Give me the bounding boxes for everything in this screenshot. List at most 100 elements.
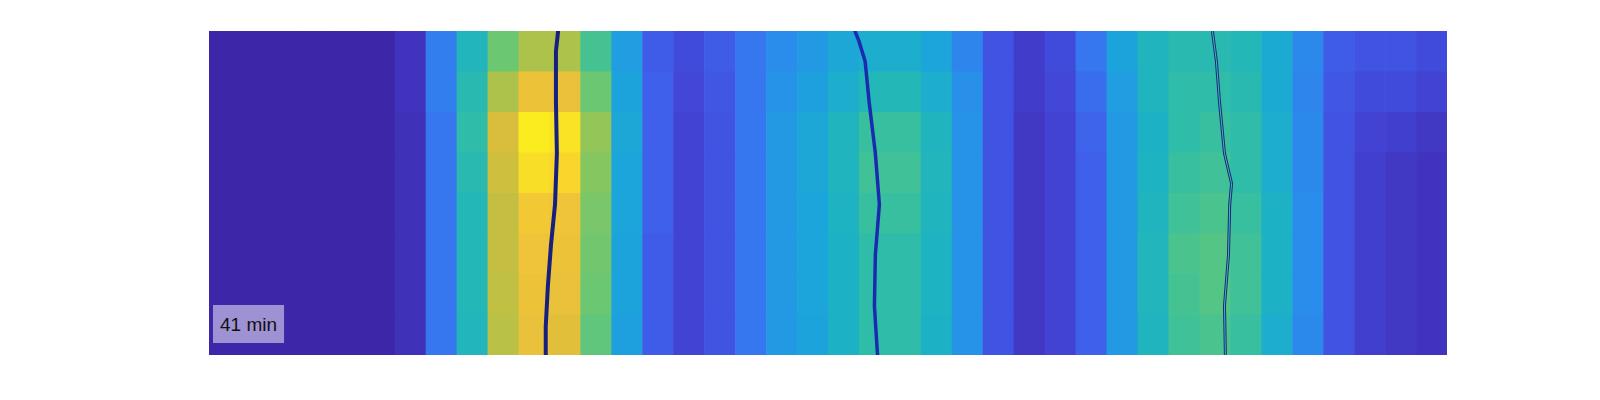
heatmap-cell	[1168, 153, 1200, 194]
heatmap-cell	[302, 112, 334, 153]
heatmap-cell	[1416, 112, 1447, 153]
heatmap-cell	[890, 193, 922, 234]
heatmap-cell	[890, 234, 922, 275]
heatmap-cell	[1385, 153, 1417, 194]
heatmap-cell	[642, 72, 674, 113]
heatmap-cell	[797, 72, 829, 113]
heatmap-cell	[1045, 112, 1077, 153]
heatmap-cell	[952, 234, 984, 275]
heatmap-cell	[1138, 274, 1170, 315]
heatmap-cell	[457, 112, 489, 153]
heatmap-cell	[1045, 72, 1077, 113]
heatmap-cell	[642, 315, 674, 356]
heatmap-cell	[1138, 315, 1170, 356]
heatmap-cell	[1230, 112, 1262, 153]
heatmap-cell	[1076, 112, 1108, 153]
heatmap-cell	[271, 31, 303, 72]
heatmap-cell	[797, 274, 829, 315]
heatmap-cell	[983, 234, 1015, 275]
annotation-box	[213, 305, 284, 343]
heatmap-cell	[1385, 72, 1417, 113]
heatmap-cell	[519, 153, 551, 194]
heatmap-cell	[828, 193, 860, 234]
heatmap-cell	[426, 72, 458, 113]
heatmap-cell	[1323, 193, 1355, 234]
heatmap-cell	[642, 274, 674, 315]
plot-area	[209, 31, 1447, 355]
heatmap-cell	[611, 31, 643, 72]
heatmap-cell	[1323, 274, 1355, 315]
heatmap-cell	[952, 153, 984, 194]
heatmap-cell	[890, 31, 922, 72]
heatmap-cell	[1354, 193, 1386, 234]
heatmap-cell	[1416, 193, 1447, 234]
heatmap-cell	[1014, 153, 1046, 194]
heatmap-cell	[333, 72, 365, 113]
heatmap-cell	[1107, 153, 1139, 194]
heatmap-cell	[1292, 112, 1324, 153]
heatmap-cell	[1385, 234, 1417, 275]
heatmap-cell	[952, 72, 984, 113]
heatmap-cell	[1385, 31, 1417, 72]
heatmap-cell	[488, 193, 520, 234]
heatmap-cell	[580, 112, 612, 153]
heatmap-cell	[766, 193, 798, 234]
heatmap-cell	[1076, 72, 1108, 113]
heatmap-cell	[1014, 31, 1046, 72]
heatmap-cell	[642, 112, 674, 153]
heatmap-cell	[488, 274, 520, 315]
heatmap-cell	[1138, 112, 1170, 153]
heatmap-cell	[983, 153, 1015, 194]
heatmap-cell	[426, 315, 458, 356]
heatmap-cell	[735, 31, 767, 72]
heatmap-cell	[333, 31, 365, 72]
heatmap-cell	[611, 193, 643, 234]
heatmap-cell	[1138, 153, 1170, 194]
heatmap-cell	[1261, 315, 1293, 356]
heatmap-cell	[735, 153, 767, 194]
heatmap-cell	[364, 72, 396, 113]
heatmap-cell	[1014, 72, 1046, 113]
heatmap-cell	[333, 274, 365, 315]
heatmap-cell	[1168, 193, 1200, 234]
heatmap-cell	[302, 153, 334, 194]
heatmap-cell	[952, 193, 984, 234]
heatmap-cell	[921, 31, 953, 72]
heatmap-cell	[209, 193, 241, 234]
heatmap-cell	[611, 234, 643, 275]
heatmap-cell	[766, 153, 798, 194]
heatmap-cell	[1292, 193, 1324, 234]
heatmap-cell	[1261, 31, 1293, 72]
heatmap-cell	[395, 193, 427, 234]
heatmap-cell	[797, 315, 829, 356]
heatmap-cell	[271, 193, 303, 234]
heatmap-cell	[921, 315, 953, 356]
heatmap-cell	[828, 112, 860, 153]
heatmap-cell	[797, 153, 829, 194]
heatmap-cell	[766, 315, 798, 356]
heatmap-cell	[1076, 234, 1108, 275]
heatmap-cell	[1045, 234, 1077, 275]
heatmap-cell	[1292, 274, 1324, 315]
heatmap-cell	[828, 274, 860, 315]
heatmap-cell	[1045, 274, 1077, 315]
heatmap-cell	[1014, 315, 1046, 356]
heatmap-cell	[704, 234, 736, 275]
heatmap-cell	[1138, 234, 1170, 275]
heatmap-cell	[1014, 234, 1046, 275]
heatmap-cell	[1230, 315, 1262, 356]
heatmap-cell	[1230, 234, 1262, 275]
heatmap-cell	[1354, 315, 1386, 356]
heatmap-cell	[611, 153, 643, 194]
heatmap-cell	[1354, 153, 1386, 194]
heatmap-cell	[704, 72, 736, 113]
heatmap-cell	[1416, 31, 1447, 72]
heatmap-cell	[642, 234, 674, 275]
heatmap-cell	[952, 31, 984, 72]
heatmap-cell	[797, 234, 829, 275]
heatmap-cell	[457, 274, 489, 315]
heatmap-cell	[333, 193, 365, 234]
heatmap-cell	[240, 193, 272, 234]
heatmap-cell	[673, 153, 705, 194]
heatmap-cell	[271, 234, 303, 275]
